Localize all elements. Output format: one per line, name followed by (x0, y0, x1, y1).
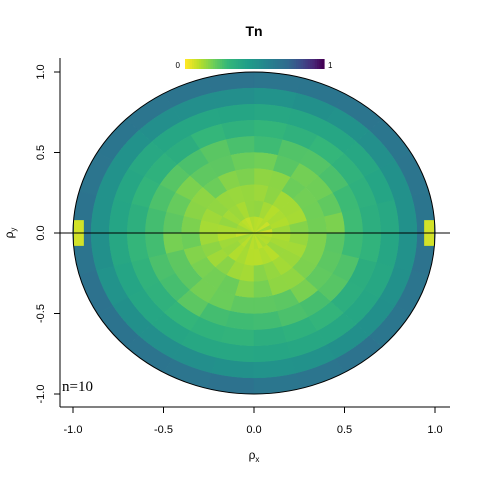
colorbar-swatch (307, 59, 311, 69)
colorbar-swatch (249, 59, 253, 69)
colorbar-swatch (208, 59, 212, 69)
colorbar-swatch (252, 59, 256, 69)
colorbar-swatch (203, 59, 207, 69)
colorbar-swatch (224, 59, 228, 69)
y-tick-label: -0.5 (35, 304, 47, 323)
colorbar-swatch (201, 59, 205, 69)
y-axis-title: ρy (2, 228, 18, 239)
colorbar-swatch (256, 59, 260, 69)
colorbar-swatch (286, 59, 290, 69)
x-tick-label: 0.5 (337, 424, 352, 436)
colorbar-swatch (268, 59, 272, 69)
y-tick-label: 0.0 (35, 225, 47, 240)
colorbar-swatch (300, 59, 304, 69)
colorbar-swatch (279, 59, 283, 69)
colorbar-swatch (194, 59, 198, 69)
colorbar-swatch (226, 59, 230, 69)
colorbar-swatch (275, 59, 279, 69)
colorbar-swatch (191, 59, 195, 69)
colorbar-swatch (263, 59, 267, 69)
x-tick-label: 1.0 (427, 424, 442, 436)
colorbar-swatch (261, 59, 265, 69)
colorbar-swatch (247, 59, 251, 69)
colorbar-swatch (205, 59, 209, 69)
colorbar-swatch (212, 59, 216, 69)
colorbar-swatch (266, 59, 269, 69)
heatmap-cells (72, 71, 436, 395)
colorbar-swatch (210, 59, 214, 69)
colorbar-swatch (242, 59, 246, 69)
colorbar-swatch (312, 59, 316, 69)
colorbar-swatch (321, 59, 325, 69)
y-tick-label: 1.0 (35, 64, 47, 79)
y-tick-label: 0.5 (35, 145, 47, 160)
colorbar-swatch (245, 59, 249, 69)
y-axis-ticks: -1.0 -0.5 0.0 0.5 1.0 (35, 64, 60, 403)
colorbar-max-label: 1 (328, 61, 333, 70)
colorbar-swatch (273, 59, 276, 69)
colorbar-swatch (298, 59, 302, 69)
colorbar-swatch (185, 59, 188, 69)
y-axis-title-main: ρ (2, 231, 16, 238)
colorbar-swatch (217, 59, 221, 69)
x-axis-title-sub: x (255, 455, 259, 464)
colorbar-swatch (238, 59, 242, 69)
colorbar-swatch (310, 59, 314, 69)
colorbar-swatch (303, 59, 307, 69)
colorbar-swatch (305, 59, 309, 69)
sample-size-annotation: n=10 (62, 379, 93, 395)
colorbar-swatch (282, 59, 286, 69)
x-axis-title: ρx (249, 448, 260, 464)
colorbar-swatch (231, 59, 235, 69)
y-axis-title-sub: y (9, 228, 18, 232)
colorbar-swatch (229, 59, 232, 69)
colorbar-swatch (240, 59, 244, 69)
colorbar-swatch (296, 59, 300, 69)
colorbar-swatch (196, 59, 200, 69)
colorbar-swatch (254, 59, 258, 69)
colorbar-swatch (233, 59, 237, 69)
colorbar-swatch (277, 59, 281, 69)
y-tick-label: -1.0 (35, 385, 47, 404)
colorbar-swatch (215, 59, 219, 69)
colorbar-swatch (291, 59, 295, 69)
x-axis-ticks: -1.0 -0.5 0.0 0.5 1.0 (64, 407, 443, 436)
colorbar-swatch (235, 59, 239, 69)
colorbar-min-label: 0 (176, 61, 181, 70)
colorbar-swatch (189, 59, 193, 69)
colorbar-swatch (198, 59, 202, 69)
colorbar-swatch (314, 59, 318, 69)
colorbar-swatch (187, 59, 191, 69)
x-tick-label: 0.0 (246, 424, 261, 436)
x-tick-label: -0.5 (154, 424, 173, 436)
colorbar-swatch (259, 59, 263, 69)
colorbar (185, 59, 325, 69)
colorbar-swatch (319, 59, 323, 69)
colorbar-swatch (270, 59, 274, 69)
colorbar-swatch (317, 59, 320, 69)
x-axis-title-main: ρ (249, 448, 256, 462)
colorbar-swatch (222, 59, 225, 69)
chart-title: Tn (245, 23, 262, 39)
x-tick-label: -1.0 (64, 424, 83, 436)
colorbar-swatch (289, 59, 293, 69)
colorbar-swatch (219, 59, 223, 69)
colorbar-swatch (293, 59, 297, 69)
colorbar-swatch (284, 59, 288, 69)
